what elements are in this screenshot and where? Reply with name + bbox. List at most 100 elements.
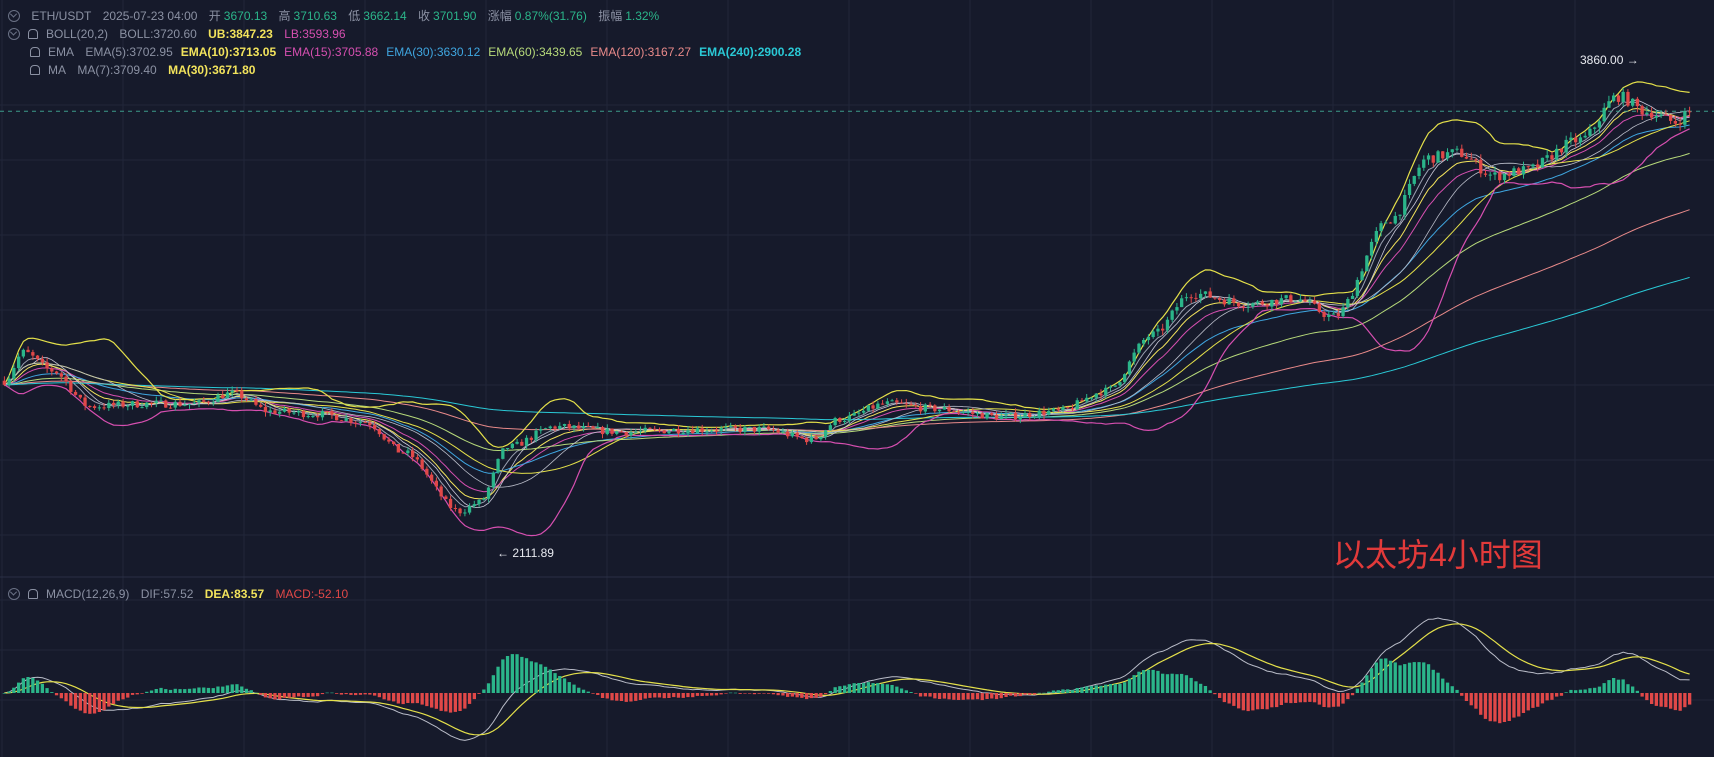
ma7-value: MA(7):3709.40 (77, 63, 157, 77)
bell-icon[interactable] (30, 65, 40, 75)
candle-body (1616, 95, 1621, 102)
collapse-toggle-icon[interactable] (8, 588, 20, 600)
candle-body (1322, 312, 1326, 317)
candle-body (1607, 101, 1611, 108)
ema-name: EMA (48, 45, 75, 59)
macd-dif: DIF:57.52 (140, 587, 194, 601)
candle-body (411, 450, 415, 458)
macd-bar (1493, 693, 1497, 722)
candle-body (491, 472, 495, 488)
macd-bar (297, 693, 301, 697)
candle-body (1398, 214, 1402, 216)
candle-body (306, 416, 310, 418)
macd-bar (467, 693, 472, 704)
collapse-toggle-icon[interactable] (8, 28, 20, 40)
candle-body (363, 422, 367, 424)
candle-body (876, 403, 880, 409)
macd-bar (1669, 693, 1673, 709)
macd-bar (1555, 693, 1559, 697)
macd-bar (1042, 692, 1046, 694)
macd-bar (1469, 693, 1473, 706)
candle-body (947, 407, 951, 412)
candle-body (1303, 299, 1307, 302)
macd-bar (1142, 670, 1146, 693)
candle-body (1550, 155, 1554, 160)
macd-bar (548, 669, 552, 693)
macd-bar (738, 693, 742, 694)
candle-body (1422, 159, 1426, 168)
macd-bar (1156, 670, 1160, 693)
candle-body (862, 410, 866, 413)
bell-icon[interactable] (28, 29, 38, 39)
chart-watermark: 以太坊4小时图 (1333, 537, 1543, 573)
candle-body (396, 444, 400, 453)
candle-body (505, 448, 510, 449)
macd-bar (1365, 675, 1369, 693)
candle-body (1673, 121, 1677, 124)
candle-body (501, 448, 505, 459)
macd-bar (1303, 693, 1307, 703)
macd-bar (1327, 693, 1331, 708)
macd-bar (126, 693, 130, 698)
macd-bar (354, 693, 358, 696)
candle-body (1531, 164, 1535, 167)
candle-body (1355, 279, 1359, 296)
macd-bar (895, 686, 899, 693)
macd-bar (1118, 683, 1122, 693)
macd-bar (1350, 693, 1355, 696)
candle-body (458, 508, 462, 514)
candle-body (543, 428, 548, 430)
macd-bar (828, 691, 832, 693)
macd-bar (1645, 693, 1649, 701)
candle-body (401, 452, 405, 454)
candle-body (235, 390, 239, 392)
macd-bar (1279, 693, 1283, 705)
macd-bar (1232, 693, 1236, 706)
candle-body (1426, 155, 1431, 160)
candle-body (1688, 111, 1692, 113)
candle-body (1578, 137, 1583, 143)
macd-bar (306, 693, 310, 697)
candle-body (1289, 295, 1293, 302)
collapse-toggle-icon[interactable] (8, 10, 20, 22)
candle-body (444, 496, 448, 499)
macd-bar (857, 683, 861, 693)
macd-bar (975, 693, 980, 700)
macd-bar (1165, 674, 1170, 693)
macd-bar (577, 687, 581, 693)
macd-bar (1384, 658, 1388, 693)
bell-icon[interactable] (30, 47, 40, 57)
macd-bar (1218, 693, 1222, 698)
candle-body (1127, 361, 1132, 375)
ema-item: EMA(5):3702.95 (85, 45, 173, 59)
macd-bar (899, 688, 904, 693)
macd-bar (790, 693, 794, 697)
candle-body (406, 450, 410, 454)
macd-bar (31, 678, 35, 693)
candle-body (942, 407, 946, 410)
candle-body (705, 431, 709, 433)
macd-bar (1526, 693, 1530, 711)
candle-body (1507, 174, 1511, 176)
high-value: 3710.63 (293, 9, 337, 23)
macd-bar (591, 693, 595, 694)
candle-body (990, 413, 994, 415)
candle-body (1379, 223, 1383, 231)
bell-icon[interactable] (28, 589, 38, 599)
ma30-value: MA(30):3671.80 (168, 63, 256, 77)
candle-body (577, 425, 581, 429)
macd-bar (159, 687, 163, 693)
boll-mid: BOLL:3720.60 (119, 27, 197, 41)
macd-bar (102, 693, 106, 711)
macd-bar (240, 686, 244, 693)
macd-bar (767, 693, 771, 694)
ema-legend: EMA EMA(5):3702.95 EMA(10):3713.05 EMA(15)… (30, 45, 817, 59)
macd-bar (1298, 693, 1302, 703)
macd-bar (1678, 693, 1682, 711)
candle-body (164, 400, 168, 408)
candle-body (434, 480, 438, 487)
macd-bar (1056, 690, 1060, 693)
macd-bar (710, 693, 714, 696)
macd-bar (135, 693, 139, 695)
